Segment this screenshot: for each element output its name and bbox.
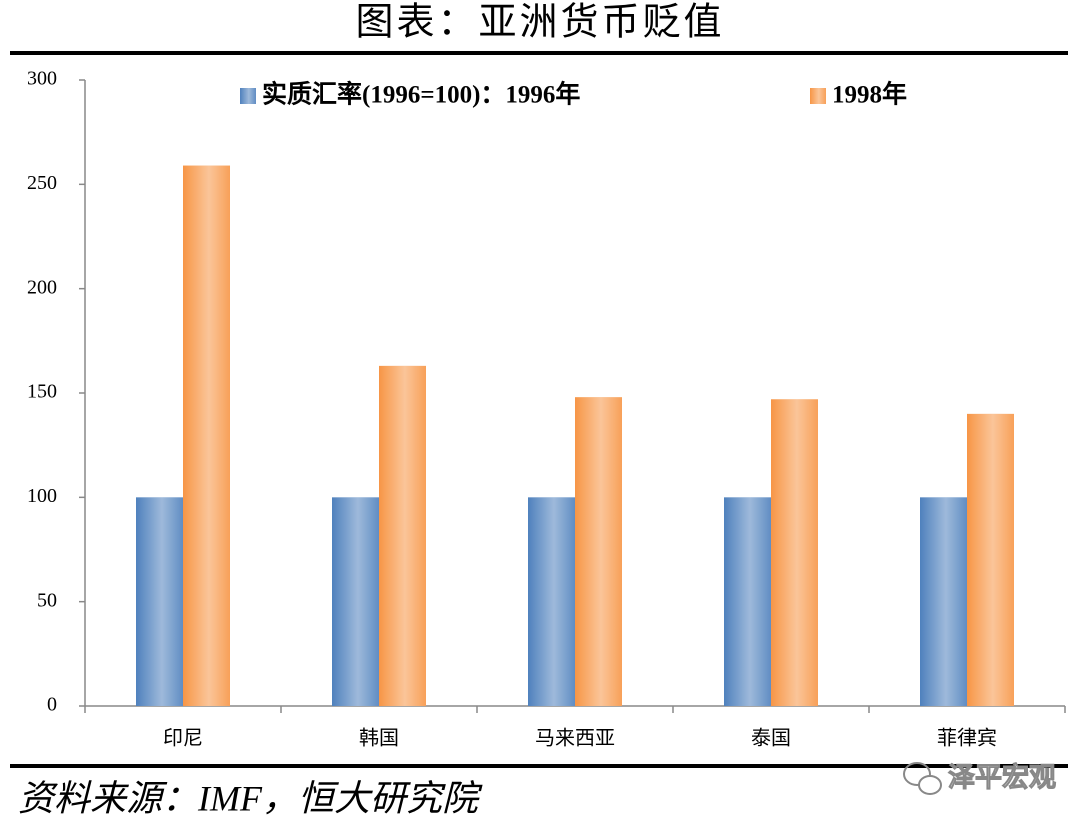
bar bbox=[967, 413, 1014, 706]
bar bbox=[920, 497, 967, 706]
bar bbox=[575, 397, 622, 706]
source-note: 资料来源：IMF，恒大研究院 bbox=[18, 778, 483, 818]
bar bbox=[771, 399, 818, 706]
x-tick-label: 泰国 bbox=[751, 727, 791, 750]
y-tick-label: 200 bbox=[27, 276, 57, 298]
x-tick-label: 菲律宾 bbox=[937, 727, 997, 750]
y-tick-label: 50 bbox=[37, 589, 57, 611]
bar bbox=[136, 497, 183, 706]
chart-title: 图表：亚洲货币贬值 bbox=[355, 2, 724, 44]
legend-label: 1998年 bbox=[832, 80, 907, 109]
legend-sheen bbox=[240, 88, 256, 104]
bar bbox=[379, 365, 426, 706]
y-tick-label: 250 bbox=[27, 172, 57, 194]
bar bbox=[528, 497, 575, 706]
x-tick-label: 印尼 bbox=[163, 727, 203, 750]
watermark-icon bbox=[903, 762, 942, 795]
x-tick-label: 韩国 bbox=[359, 727, 399, 750]
y-tick-label: 150 bbox=[27, 381, 57, 403]
legend-label: 实质汇率(1996=100)：1996年 bbox=[262, 80, 580, 109]
x-tick-label: 马来西亚 bbox=[535, 727, 615, 750]
legend-sheen bbox=[810, 88, 826, 104]
bar bbox=[724, 497, 771, 706]
y-tick-label: 0 bbox=[47, 694, 57, 716]
y-tick-label: 100 bbox=[27, 485, 57, 507]
bar bbox=[332, 497, 379, 706]
y-tick-label: 300 bbox=[27, 68, 57, 90]
watermark: 泽平宏观 bbox=[948, 762, 1056, 794]
bar bbox=[183, 165, 230, 706]
